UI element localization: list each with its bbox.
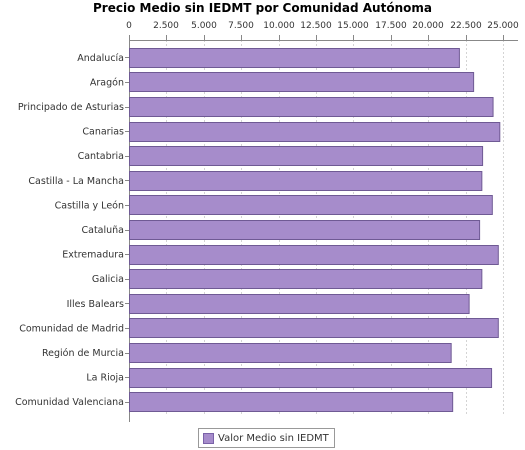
legend-label: Valor Medio sin IEDMT [218, 432, 329, 444]
x-tick-label: 22.500 [450, 21, 482, 31]
bar [129, 146, 484, 166]
x-tick-label: 15.000 [337, 21, 369, 31]
bar [129, 220, 481, 240]
label-layer: 0 2.500 5.000 7.500 10.000 12.500 15.000 17.500… [15, 21, 519, 408]
category-label: Castilla - La Mancha [28, 176, 124, 187]
x-tick-label: 2.500 [153, 21, 179, 31]
bar [129, 72, 475, 92]
category-label: Castilla y León [55, 200, 124, 211]
bar [129, 48, 460, 68]
x-tick-label: 5.000 [191, 21, 217, 31]
bar [129, 122, 501, 142]
legend-swatch [203, 432, 214, 444]
x-tick-label: 0 [126, 21, 132, 31]
category-label: Comunidad Valenciana [15, 397, 124, 408]
category-label: Cataluña [81, 225, 124, 236]
category-label: Principado de Asturias [18, 102, 124, 113]
x-tick-label: 20.000 [412, 21, 444, 31]
bar [129, 245, 499, 265]
x-tick-label: 7.500 [228, 21, 254, 31]
category-label: Illes Balears [67, 299, 124, 310]
bar [129, 269, 483, 289]
bar [129, 195, 493, 215]
x-tick-label: 10.000 [263, 21, 295, 31]
category-label: Cantabria [78, 151, 124, 162]
bar [129, 392, 454, 412]
x-tick-label: 25.000 [487, 21, 519, 31]
bar [129, 318, 499, 338]
category-label: La Rioja [86, 373, 124, 384]
x-tick-label: 17.500 [375, 21, 407, 31]
x-tick-label: 12.500 [300, 21, 332, 31]
bar [129, 294, 470, 314]
category-label: Aragón [90, 77, 124, 88]
category-label: Extremadura [62, 250, 124, 261]
legend: Valor Medio sin IEDMT [198, 428, 335, 448]
category-label: Galicia [92, 274, 124, 285]
bar [129, 368, 493, 388]
bar [129, 97, 494, 117]
bar-layer [129, 48, 501, 412]
category-label: Canarias [82, 127, 124, 138]
category-label: Andalucía [77, 53, 124, 64]
bar [129, 171, 483, 191]
bar [129, 343, 452, 363]
chart-title: Precio Medio sin IEDMT por Comunidad Aut… [93, 1, 432, 15]
category-label: Comunidad de Madrid [19, 323, 124, 334]
category-label: Región de Murcia [42, 348, 124, 359]
